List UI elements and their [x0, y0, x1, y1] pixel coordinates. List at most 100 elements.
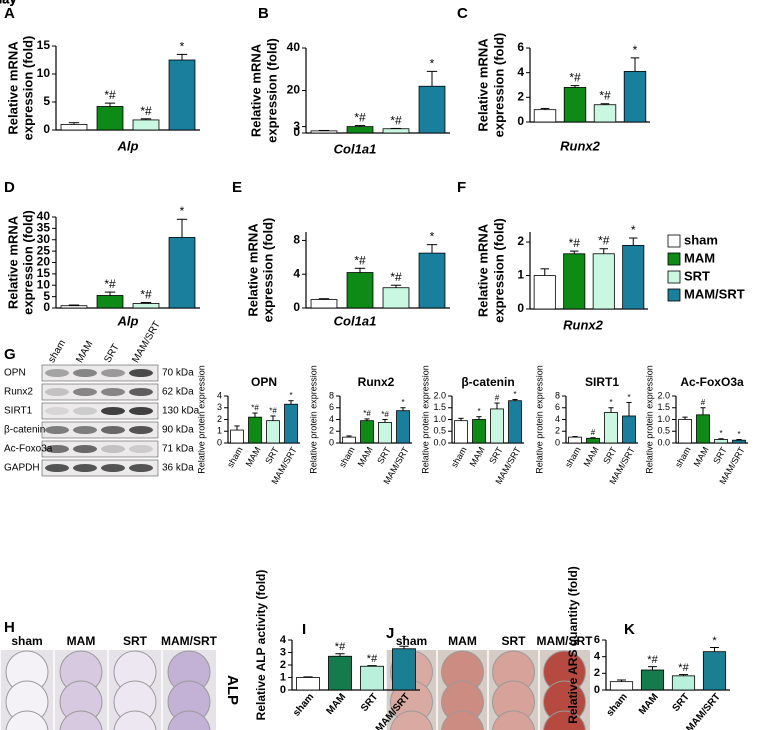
- legend-label: MAM: [684, 250, 715, 265]
- stain-column-label: sham: [11, 634, 42, 648]
- significance-label: *: [430, 56, 435, 70]
- y-tick-label: 0: [517, 301, 524, 315]
- blot-band: [73, 445, 97, 453]
- bar: [346, 126, 374, 134]
- significance-label: *#: [647, 654, 658, 666]
- chart-title: 5 day: [0, 0, 17, 6]
- y-tick-label: 0: [293, 300, 300, 314]
- chart-title: SIRT1: [585, 375, 619, 389]
- y-tick-label: 15: [37, 38, 51, 52]
- significance-label: *: [627, 393, 630, 402]
- bar: [382, 128, 410, 134]
- blot-band: [45, 426, 69, 434]
- bar: [678, 419, 692, 444]
- y-tick-label: 0: [43, 122, 50, 136]
- bar: [296, 677, 320, 691]
- y-axis-label: expression (fold): [491, 218, 506, 323]
- x-tick-label: SRT: [359, 692, 380, 714]
- bar: [623, 71, 647, 123]
- legend-label: sham: [684, 232, 718, 247]
- significance-label: #: [591, 428, 596, 437]
- significance-label: *#: [381, 410, 389, 419]
- x-tick-label: MAM: [468, 445, 487, 468]
- stain-well: [390, 710, 433, 730]
- x-tick-label: sham: [673, 445, 693, 469]
- significance-label: *#: [140, 288, 152, 302]
- significance-label: *#: [104, 277, 116, 291]
- y-tick-label: 0.0: [433, 437, 446, 447]
- blot-row-label: GAPDH: [4, 463, 40, 474]
- y-tick-label: 1.0: [433, 414, 446, 424]
- stain-column-label: MAM/SRT: [537, 634, 594, 648]
- y-tick-label: 35: [37, 221, 51, 235]
- x-tick-label: SRT: [711, 445, 729, 466]
- bar: [360, 665, 384, 691]
- x-tick-label: MAM: [637, 692, 661, 717]
- blot-kda-label: 90 kDa: [162, 425, 194, 436]
- panel-letter: I: [302, 621, 306, 638]
- bar: [696, 414, 710, 444]
- blot-band: [73, 369, 97, 377]
- bar: [382, 287, 410, 309]
- y-axis-label: Relative mRNA: [5, 41, 20, 135]
- bar: [563, 87, 587, 123]
- stain-well: [5, 710, 49, 730]
- significance-label: *#: [354, 253, 366, 267]
- bar: [284, 403, 298, 444]
- bar: [533, 109, 557, 123]
- y-axis-label: Relative mRNA: [248, 43, 263, 137]
- y-tick-label: 40: [287, 40, 301, 54]
- panel-letter: E: [232, 179, 242, 196]
- bar: [586, 437, 600, 444]
- chart-title: 3 day: [0, 0, 17, 6]
- bar: [310, 130, 338, 134]
- y-tick-label: 6: [517, 40, 524, 54]
- x-tick-label: SRT: [671, 692, 692, 714]
- x-tick-label: SRT: [375, 445, 393, 466]
- y-axis-label: expression (fold): [260, 218, 275, 323]
- significance-label: *: [609, 398, 612, 407]
- significance-label: *: [430, 230, 435, 244]
- y-tick-label: 0: [43, 300, 50, 314]
- significance-label: *#: [678, 662, 689, 674]
- chart-title: 3 day: [0, 0, 17, 6]
- chart-title: Runx2: [358, 375, 395, 389]
- panel-letter: A: [4, 5, 15, 22]
- stain-well: [167, 710, 211, 730]
- x-axis-label: Alp: [117, 313, 139, 328]
- significance-label: *: [289, 391, 292, 400]
- bar: [622, 415, 636, 444]
- significance-label: *: [401, 398, 404, 407]
- stain-well: [543, 710, 586, 730]
- blot-row-label: Ac-Foxo3a: [4, 444, 53, 455]
- bar: [622, 244, 645, 310]
- y-tick-label: 15: [37, 266, 51, 280]
- y-tick-label: 25: [37, 243, 51, 257]
- x-tick-label: sham: [563, 445, 583, 469]
- y-axis-label: Relative ALP activity (fold): [254, 570, 268, 721]
- stain-column-label: MAM/SRT: [161, 634, 218, 648]
- blot-band: [129, 407, 153, 415]
- y-tick-label: 6: [555, 402, 560, 412]
- y-axis-label: Relative mRNA: [475, 38, 490, 132]
- significance-label: *: [402, 634, 407, 646]
- chart-title: 5 day: [0, 0, 17, 6]
- stain-column-label: MAM: [67, 634, 96, 648]
- x-tick-label: MAM: [325, 692, 349, 717]
- x-axis-label: Runx2: [560, 138, 601, 153]
- x-tick-label: MAM: [692, 445, 711, 468]
- y-tick-label: 10: [37, 277, 51, 291]
- y-tick-label: 30: [37, 232, 51, 246]
- chart-title: Ac-FoxO3a: [680, 375, 744, 389]
- bar: [132, 303, 160, 309]
- y-tick-label: 2: [555, 426, 560, 436]
- bar: [392, 648, 416, 691]
- x-tick-label: SRT: [263, 445, 281, 466]
- blot-kda-label: 62 kDa: [162, 387, 194, 398]
- bar: [533, 275, 556, 310]
- significance-label: *: [712, 635, 717, 647]
- y-axis-label: Relative mRNA: [245, 223, 260, 317]
- blot-band: [45, 369, 69, 377]
- significance-label: *: [180, 39, 185, 53]
- bar: [96, 295, 124, 309]
